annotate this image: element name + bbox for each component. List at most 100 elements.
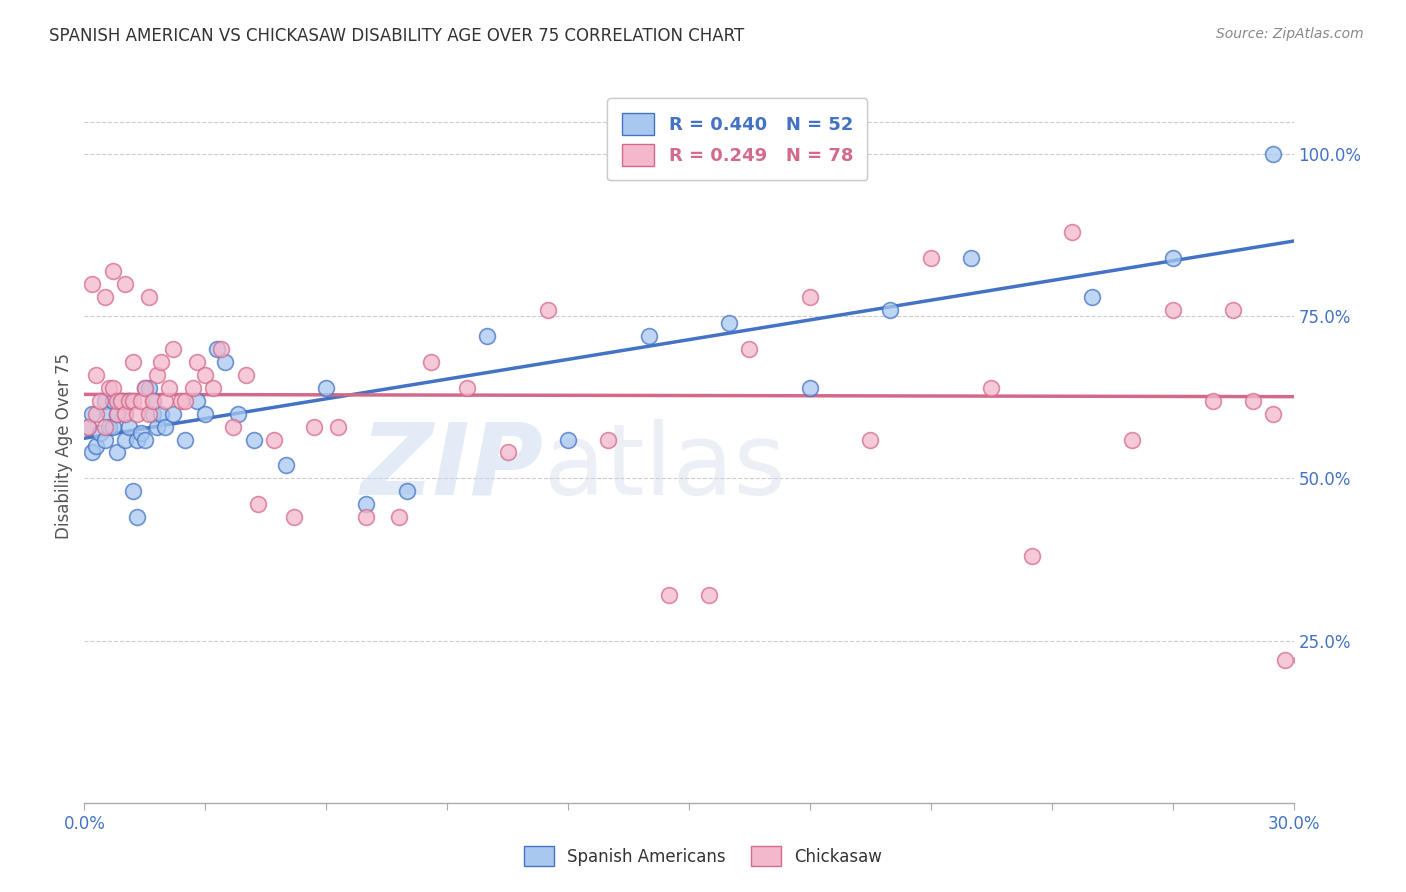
Point — [125, 433, 148, 447]
Point — [82, 445, 104, 459]
Point — [214, 354, 236, 368]
Point — [89, 425, 111, 440]
Point — [1021, 549, 1043, 564]
Point — [138, 290, 160, 304]
Point — [226, 407, 249, 421]
Point — [110, 393, 132, 408]
Point — [93, 393, 115, 408]
Point — [356, 510, 378, 524]
Point — [129, 393, 152, 408]
Point — [328, 419, 350, 434]
Point — [121, 484, 143, 499]
Point — [1263, 147, 1285, 161]
Point — [263, 433, 285, 447]
Point — [153, 419, 176, 434]
Point — [118, 393, 141, 408]
Point — [105, 407, 128, 421]
Point — [121, 393, 143, 408]
Point — [980, 381, 1002, 395]
Point — [105, 445, 128, 459]
Point — [138, 407, 160, 421]
Point — [1347, 277, 1369, 291]
Point — [186, 393, 208, 408]
Point — [142, 393, 165, 408]
Point — [118, 419, 141, 434]
Point — [1161, 251, 1184, 265]
Point — [235, 368, 257, 382]
Point — [456, 381, 478, 395]
Point — [101, 393, 124, 408]
Point — [121, 354, 143, 368]
Point — [1302, 225, 1324, 239]
Point — [82, 407, 104, 421]
Point — [134, 381, 156, 395]
Point — [1274, 653, 1296, 667]
Point — [77, 419, 100, 434]
Point — [242, 433, 264, 447]
Point — [420, 354, 443, 368]
Point — [194, 368, 217, 382]
Point — [1121, 433, 1143, 447]
Point — [1391, 433, 1406, 447]
Point — [77, 419, 100, 434]
Point — [598, 433, 620, 447]
Point — [125, 407, 148, 421]
Point — [93, 419, 115, 434]
Point — [93, 290, 115, 304]
Point — [1291, 653, 1313, 667]
Point — [222, 419, 245, 434]
Point — [388, 510, 411, 524]
Point — [859, 433, 882, 447]
Point — [209, 342, 232, 356]
Point — [142, 393, 165, 408]
Point — [101, 381, 124, 395]
Point — [146, 368, 169, 382]
Point — [181, 381, 204, 395]
Point — [89, 393, 111, 408]
Legend: Spanish Americans, Chickasaw: Spanish Americans, Chickasaw — [516, 838, 890, 875]
Point — [101, 419, 124, 434]
Point — [1060, 225, 1083, 239]
Point — [114, 407, 136, 421]
Point — [93, 433, 115, 447]
Point — [302, 419, 325, 434]
Point — [637, 328, 659, 343]
Point — [920, 251, 942, 265]
Point — [1161, 302, 1184, 317]
Point — [97, 419, 120, 434]
Point — [1403, 458, 1406, 473]
Point — [174, 393, 197, 408]
Y-axis label: Disability Age Over 75: Disability Age Over 75 — [55, 353, 73, 539]
Point — [162, 342, 184, 356]
Text: atlas: atlas — [544, 419, 786, 516]
Point — [1222, 302, 1244, 317]
Point — [315, 381, 337, 395]
Point — [186, 354, 208, 368]
Point — [1330, 316, 1353, 330]
Text: ZIP: ZIP — [361, 419, 544, 516]
Point — [202, 381, 225, 395]
Point — [274, 458, 297, 473]
Point — [149, 354, 172, 368]
Point — [157, 381, 180, 395]
Point — [125, 510, 148, 524]
Point — [153, 393, 176, 408]
Point — [118, 393, 141, 408]
Point — [86, 368, 108, 382]
Point — [1371, 264, 1393, 278]
Point — [960, 251, 983, 265]
Point — [879, 302, 901, 317]
Point — [114, 407, 136, 421]
Point — [496, 445, 519, 459]
Point — [1323, 328, 1346, 343]
Point — [174, 433, 197, 447]
Point — [799, 290, 821, 304]
Point — [658, 588, 681, 602]
Point — [134, 433, 156, 447]
Point — [537, 302, 560, 317]
Point — [110, 393, 132, 408]
Point — [162, 407, 184, 421]
Point — [97, 381, 120, 395]
Point — [114, 277, 136, 291]
Point — [557, 433, 579, 447]
